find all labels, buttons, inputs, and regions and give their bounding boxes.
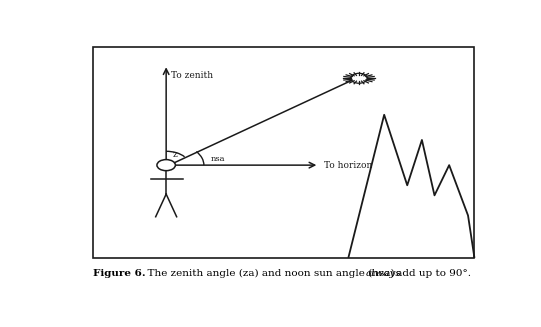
Text: The zenith angle (za) and noon sun angle (nsa): The zenith angle (za) and noon sun angle…	[141, 269, 398, 278]
Text: add up to 90°.: add up to 90°.	[393, 269, 471, 278]
Text: nsa: nsa	[210, 155, 225, 163]
Bar	[93, 47, 474, 258]
Text: To zenith: To zenith	[171, 71, 213, 80]
Text: To horizon: To horizon	[324, 161, 373, 170]
Text: always: always	[365, 269, 401, 278]
Circle shape	[157, 160, 175, 171]
Text: z: z	[173, 150, 177, 159]
Text: Figure 6.: Figure 6.	[93, 269, 146, 278]
Circle shape	[351, 73, 367, 83]
